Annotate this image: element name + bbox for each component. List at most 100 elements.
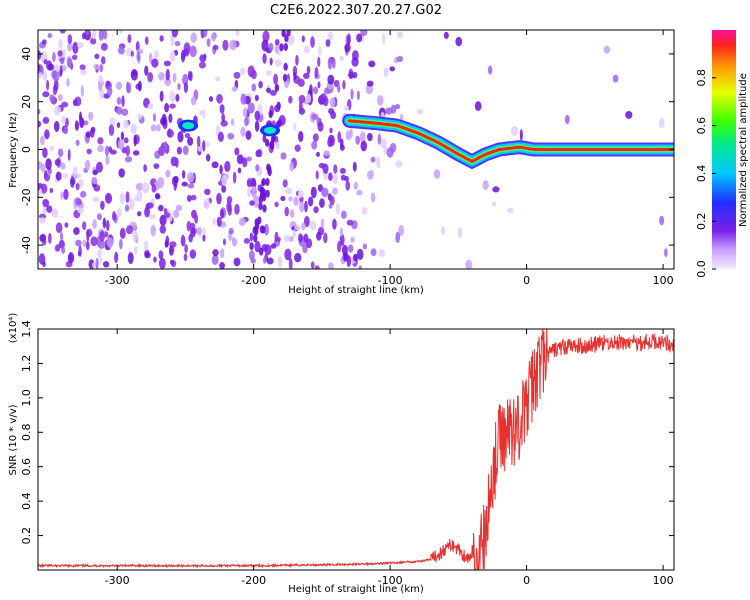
noise-speckle bbox=[118, 168, 126, 178]
noise-speckle bbox=[344, 43, 351, 53]
noise-speckle bbox=[288, 196, 293, 202]
noise-speckle bbox=[90, 37, 97, 45]
noise-speckle bbox=[64, 222, 69, 228]
noise-speckle bbox=[85, 131, 91, 138]
noise-speckle bbox=[320, 218, 324, 228]
noise-speckle bbox=[294, 252, 302, 263]
noise-speckle bbox=[158, 146, 165, 156]
noise-speckle bbox=[137, 211, 142, 217]
noise-speckle bbox=[220, 209, 225, 219]
noise-speckle bbox=[303, 72, 310, 80]
noise-speckle bbox=[367, 170, 374, 180]
noise-speckle bbox=[175, 93, 180, 102]
noise-speckle bbox=[95, 161, 103, 173]
noise-speckle bbox=[242, 157, 248, 168]
noise-speckle bbox=[38, 72, 43, 79]
noise-speckle bbox=[270, 243, 277, 249]
noise-speckle bbox=[81, 32, 86, 40]
noise-speckle bbox=[292, 229, 296, 239]
noise-speckle bbox=[54, 244, 61, 252]
noise-speckle bbox=[284, 248, 292, 261]
noise-speckle bbox=[350, 236, 355, 244]
noise-speckle bbox=[159, 225, 167, 234]
noise-speckle bbox=[215, 76, 221, 82]
noise-speckle bbox=[158, 71, 165, 81]
noise-speckle bbox=[360, 30, 368, 37]
noise-speckle bbox=[280, 195, 286, 202]
noise-speckle bbox=[77, 42, 84, 49]
noise-speckle bbox=[281, 30, 286, 38]
noise-speckle bbox=[94, 53, 100, 60]
noise-speckle bbox=[309, 220, 317, 231]
noise-speckle bbox=[221, 174, 228, 187]
noise-speckle bbox=[377, 95, 384, 106]
noise-speckle bbox=[612, 74, 619, 83]
noise-speckle bbox=[222, 238, 226, 246]
noise-speckle bbox=[564, 114, 570, 125]
noise-speckle bbox=[164, 141, 168, 152]
noise-speckle bbox=[244, 116, 249, 127]
noise-speckle bbox=[55, 222, 63, 234]
noise-speckle bbox=[212, 217, 217, 226]
noise-speckle bbox=[236, 154, 244, 165]
noise-speckle bbox=[119, 30, 123, 34]
noise-speckle bbox=[127, 34, 132, 44]
x-tick-label: 0 bbox=[523, 274, 530, 287]
noise-speckle bbox=[147, 72, 154, 83]
noise-speckle bbox=[96, 213, 102, 221]
noise-speckle bbox=[126, 225, 134, 235]
noise-speckle bbox=[187, 136, 194, 146]
noise-speckle bbox=[280, 152, 287, 160]
noise-speckle bbox=[240, 126, 246, 137]
noise-speckle bbox=[190, 96, 197, 106]
noise-speckle bbox=[216, 192, 222, 205]
noise-speckle bbox=[208, 96, 214, 102]
noise-speckle bbox=[234, 203, 240, 215]
noise-speckle bbox=[42, 261, 46, 268]
noise-speckle bbox=[175, 204, 183, 212]
noise-speckle bbox=[43, 59, 48, 65]
noise-speckle bbox=[88, 111, 94, 121]
noise-speckle bbox=[158, 204, 164, 212]
noise-speckle bbox=[70, 176, 75, 188]
noise-speckle bbox=[317, 56, 321, 68]
noise-speckle bbox=[121, 95, 125, 107]
noise-speckle bbox=[188, 233, 193, 243]
colorbar-tick-label: 0.8 bbox=[695, 69, 708, 87]
noise-speckle bbox=[80, 85, 84, 97]
noise-speckle bbox=[315, 170, 319, 180]
noise-speckle bbox=[433, 169, 441, 179]
noise-speckle bbox=[89, 128, 95, 138]
noise-speckle bbox=[177, 131, 184, 143]
noise-speckle bbox=[38, 50, 42, 61]
colorbar-tick-label: 0.6 bbox=[695, 117, 708, 135]
noise-speckle bbox=[352, 50, 359, 61]
noise-speckle bbox=[54, 64, 61, 72]
noise-speckle bbox=[294, 224, 302, 231]
snr-panel: -300 -200 -100 0 100 0.2 0.4 0.6 0.8 1.0 1.2 1.4 (… bbox=[8, 313, 675, 595]
ridge-band bbox=[347, 119, 674, 164]
noise-speckle bbox=[254, 110, 261, 121]
noise-speckle bbox=[235, 30, 240, 37]
noise-speckle bbox=[294, 144, 301, 152]
noise-speckle bbox=[347, 33, 351, 45]
y-tick-label: 40 bbox=[20, 47, 33, 61]
noise-speckle bbox=[390, 104, 397, 114]
noise-speckle bbox=[274, 201, 279, 208]
noise-speckle bbox=[322, 163, 329, 174]
noise-speckle bbox=[255, 164, 260, 172]
noise-speckle bbox=[66, 78, 70, 87]
noise-speckle bbox=[51, 70, 57, 79]
noise-speckle bbox=[67, 40, 73, 52]
noise-speckle bbox=[114, 251, 119, 264]
noise-speckle bbox=[311, 113, 319, 120]
noise-speckle bbox=[183, 253, 188, 262]
noise-speckle bbox=[109, 117, 116, 126]
noise-speckle bbox=[259, 225, 265, 234]
noise-speckle bbox=[339, 55, 344, 62]
noise-speckle bbox=[143, 240, 149, 251]
noise-speckle bbox=[47, 32, 52, 39]
colorbar: 0.0 0.2 0.4 0.6 0.8 Normalized spectral ampl… bbox=[695, 30, 749, 278]
noise-speckle bbox=[323, 232, 328, 244]
